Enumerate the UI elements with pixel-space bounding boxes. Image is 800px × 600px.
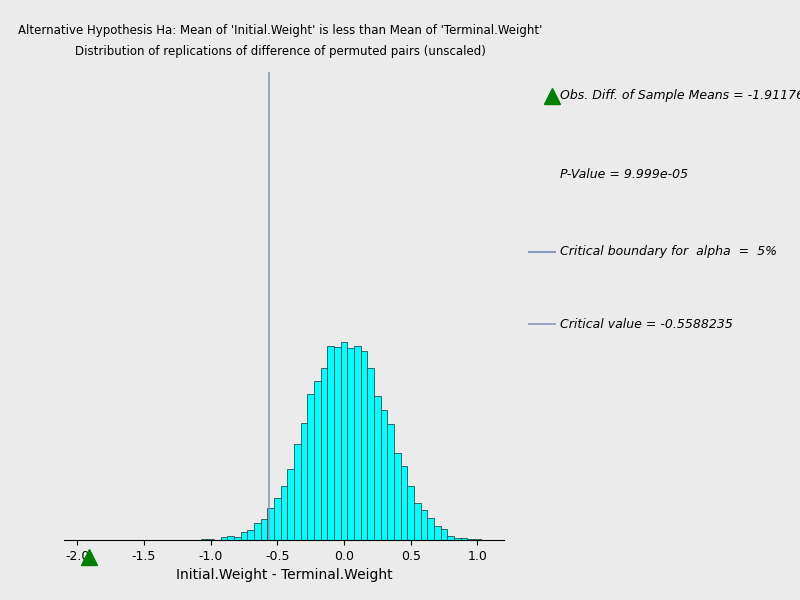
Bar	[401, 466, 407, 540]
Bar	[461, 538, 467, 540]
Bar	[267, 508, 274, 540]
Text: Obs. Diff. of Sample Means = -1.911765: Obs. Diff. of Sample Means = -1.911765	[560, 89, 800, 103]
Bar	[234, 536, 241, 540]
Bar	[207, 539, 214, 540]
Bar	[327, 346, 334, 540]
Bar	[354, 346, 361, 540]
Bar	[201, 539, 207, 540]
Bar	[381, 410, 387, 540]
Bar	[294, 443, 301, 540]
Bar	[374, 396, 381, 540]
Bar	[361, 350, 367, 540]
Bar	[301, 423, 307, 540]
Bar	[241, 532, 247, 540]
Bar	[287, 469, 294, 540]
Bar	[414, 503, 421, 540]
Bar	[247, 530, 254, 540]
Bar	[307, 394, 314, 540]
Bar	[441, 529, 447, 540]
Bar	[407, 486, 414, 540]
Bar	[421, 510, 427, 540]
Bar	[434, 526, 441, 540]
Bar	[394, 453, 401, 540]
Bar	[454, 538, 461, 540]
Bar	[341, 342, 347, 540]
Bar	[254, 523, 261, 540]
Text: Critical value = -0.5588235: Critical value = -0.5588235	[560, 317, 733, 331]
Bar	[474, 539, 481, 540]
Bar	[447, 536, 454, 540]
Bar	[321, 368, 327, 540]
Bar	[334, 347, 341, 540]
Text: P-Value = 9.999e-05: P-Value = 9.999e-05	[560, 167, 688, 181]
Bar	[367, 368, 374, 540]
Text: Critical boundary for  alpha  =  5%: Critical boundary for alpha = 5%	[560, 245, 777, 259]
Bar	[387, 424, 394, 540]
Bar	[347, 348, 354, 540]
Bar	[227, 536, 234, 540]
Bar	[261, 519, 267, 540]
Bar	[314, 381, 321, 540]
Text: Distribution of replications of difference of permuted pairs (unscaled): Distribution of replications of differen…	[74, 45, 486, 58]
Bar	[281, 486, 287, 540]
Bar	[274, 498, 281, 540]
Bar	[427, 518, 434, 540]
Bar	[467, 539, 474, 540]
Text: Alternative Hypothesis Ha: Mean of 'Initial.Weight' is less than Mean of 'Termin: Alternative Hypothesis Ha: Mean of 'Init…	[18, 24, 542, 37]
Bar	[221, 537, 227, 540]
X-axis label: Initial.Weight - Terminal.Weight: Initial.Weight - Terminal.Weight	[176, 568, 392, 582]
